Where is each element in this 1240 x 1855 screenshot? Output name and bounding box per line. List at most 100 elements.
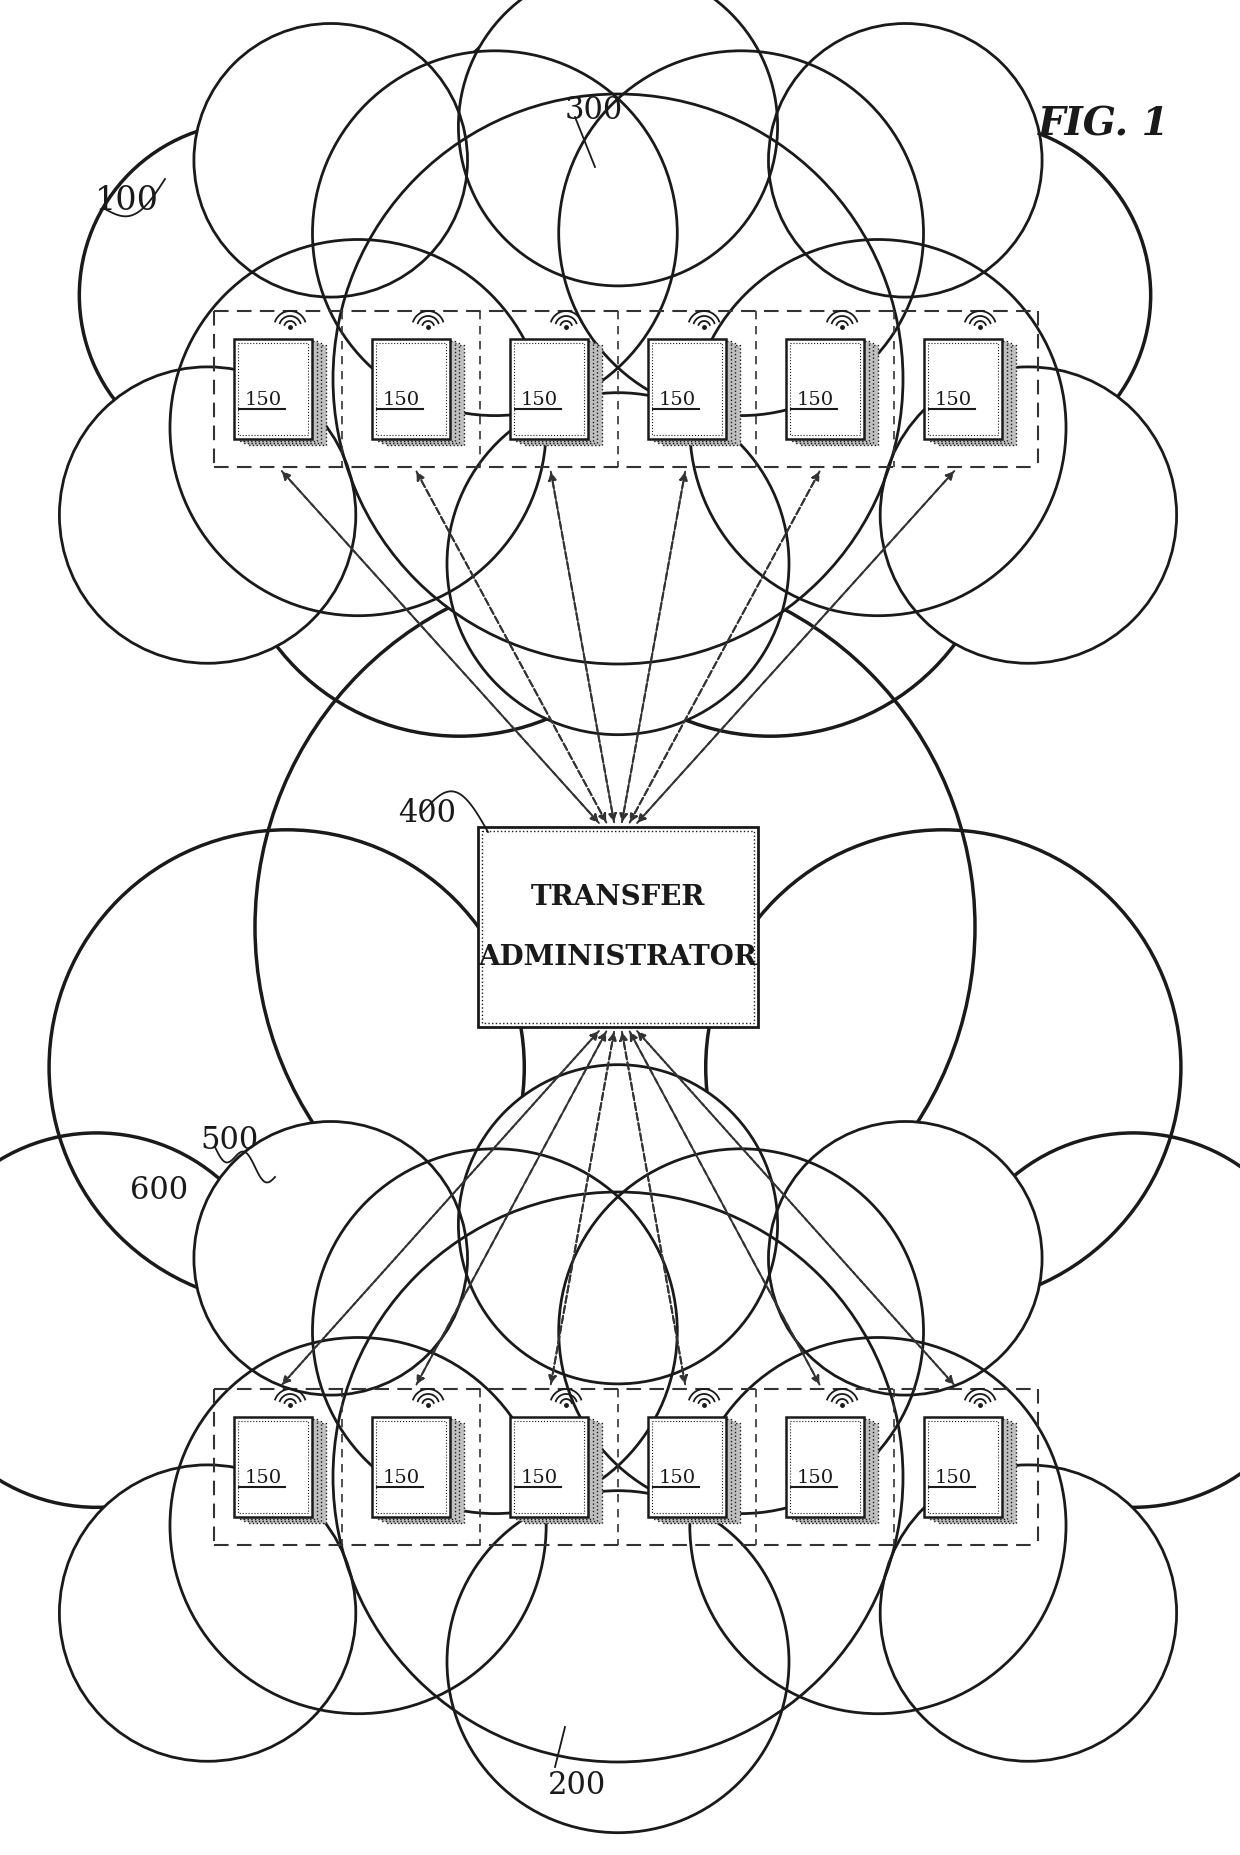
Circle shape — [880, 367, 1177, 664]
FancyBboxPatch shape — [372, 1417, 450, 1517]
FancyBboxPatch shape — [234, 339, 312, 440]
Circle shape — [334, 95, 903, 664]
FancyBboxPatch shape — [386, 345, 464, 445]
FancyBboxPatch shape — [520, 1421, 596, 1521]
FancyBboxPatch shape — [248, 345, 326, 445]
Circle shape — [60, 367, 356, 664]
Text: 200: 200 — [548, 1770, 606, 1799]
FancyBboxPatch shape — [372, 339, 450, 440]
Text: 150: 150 — [660, 391, 696, 408]
FancyBboxPatch shape — [791, 341, 869, 441]
FancyBboxPatch shape — [239, 1419, 317, 1519]
FancyBboxPatch shape — [653, 341, 732, 441]
FancyBboxPatch shape — [932, 343, 1011, 443]
Text: 150: 150 — [797, 391, 835, 408]
FancyBboxPatch shape — [795, 343, 873, 443]
FancyBboxPatch shape — [653, 1419, 732, 1519]
FancyBboxPatch shape — [662, 345, 740, 445]
FancyBboxPatch shape — [932, 1421, 1011, 1521]
Text: 150: 150 — [521, 1467, 558, 1486]
Circle shape — [193, 24, 467, 299]
FancyBboxPatch shape — [929, 1419, 1007, 1519]
FancyBboxPatch shape — [662, 1423, 740, 1523]
Text: ADMINISTRATOR: ADMINISTRATOR — [479, 944, 758, 970]
FancyBboxPatch shape — [510, 1417, 588, 1517]
FancyBboxPatch shape — [248, 1423, 326, 1523]
Text: FIG. 1: FIG. 1 — [1038, 106, 1171, 143]
Circle shape — [706, 831, 1180, 1306]
FancyBboxPatch shape — [795, 1421, 873, 1521]
Text: 500: 500 — [200, 1124, 258, 1156]
FancyBboxPatch shape — [520, 343, 596, 443]
Circle shape — [334, 1193, 903, 1762]
Circle shape — [541, 276, 1001, 736]
FancyBboxPatch shape — [525, 345, 601, 445]
Circle shape — [689, 1337, 1066, 1714]
Text: 100: 100 — [95, 186, 159, 217]
Circle shape — [255, 568, 975, 1287]
Text: 150: 150 — [246, 391, 283, 408]
FancyBboxPatch shape — [243, 343, 321, 443]
Circle shape — [50, 831, 525, 1306]
Circle shape — [79, 122, 425, 469]
Circle shape — [413, 0, 817, 399]
Text: 600: 600 — [130, 1174, 188, 1206]
Circle shape — [559, 1150, 924, 1514]
Circle shape — [312, 52, 677, 416]
FancyBboxPatch shape — [377, 1419, 455, 1519]
Text: 150: 150 — [797, 1467, 835, 1486]
FancyBboxPatch shape — [381, 343, 459, 443]
Circle shape — [459, 1065, 777, 1384]
FancyBboxPatch shape — [510, 339, 588, 440]
FancyBboxPatch shape — [791, 1419, 869, 1519]
FancyBboxPatch shape — [924, 1417, 1002, 1517]
Text: TRANSFER: TRANSFER — [531, 885, 706, 911]
Circle shape — [769, 24, 1042, 299]
FancyBboxPatch shape — [525, 1423, 601, 1523]
Text: 150: 150 — [383, 1467, 420, 1486]
Circle shape — [880, 1465, 1177, 1762]
FancyBboxPatch shape — [649, 339, 725, 440]
Circle shape — [805, 122, 1151, 469]
Circle shape — [399, 1245, 831, 1677]
Circle shape — [459, 0, 777, 288]
Text: 150: 150 — [660, 1467, 696, 1486]
FancyBboxPatch shape — [800, 1423, 878, 1523]
Circle shape — [559, 52, 924, 416]
FancyBboxPatch shape — [649, 1417, 725, 1517]
FancyBboxPatch shape — [657, 343, 735, 443]
Circle shape — [689, 241, 1066, 616]
Text: 150: 150 — [383, 391, 420, 408]
Circle shape — [312, 1150, 677, 1514]
Text: 150: 150 — [246, 1467, 283, 1486]
FancyBboxPatch shape — [929, 341, 1007, 441]
Text: 400: 400 — [398, 798, 456, 829]
Text: 150: 150 — [935, 391, 972, 408]
FancyBboxPatch shape — [657, 1421, 735, 1521]
FancyBboxPatch shape — [515, 1419, 593, 1519]
FancyBboxPatch shape — [937, 345, 1016, 445]
FancyBboxPatch shape — [786, 339, 864, 440]
FancyBboxPatch shape — [937, 1423, 1016, 1523]
FancyBboxPatch shape — [800, 345, 878, 445]
FancyBboxPatch shape — [234, 1417, 312, 1517]
FancyBboxPatch shape — [386, 1423, 464, 1523]
Circle shape — [229, 276, 689, 736]
Text: 150: 150 — [521, 391, 558, 408]
FancyBboxPatch shape — [477, 827, 758, 1028]
Circle shape — [193, 1122, 467, 1395]
FancyBboxPatch shape — [381, 1421, 459, 1521]
Text: 150: 150 — [935, 1467, 972, 1486]
FancyBboxPatch shape — [239, 341, 317, 441]
Circle shape — [0, 1133, 284, 1508]
FancyBboxPatch shape — [786, 1417, 864, 1517]
FancyBboxPatch shape — [515, 341, 593, 441]
Circle shape — [170, 1337, 546, 1714]
Circle shape — [446, 1491, 789, 1833]
Circle shape — [170, 241, 546, 616]
Circle shape — [60, 1465, 356, 1762]
Circle shape — [446, 393, 789, 735]
Text: 300: 300 — [565, 95, 624, 126]
Circle shape — [946, 1133, 1240, 1508]
FancyBboxPatch shape — [243, 1421, 321, 1521]
